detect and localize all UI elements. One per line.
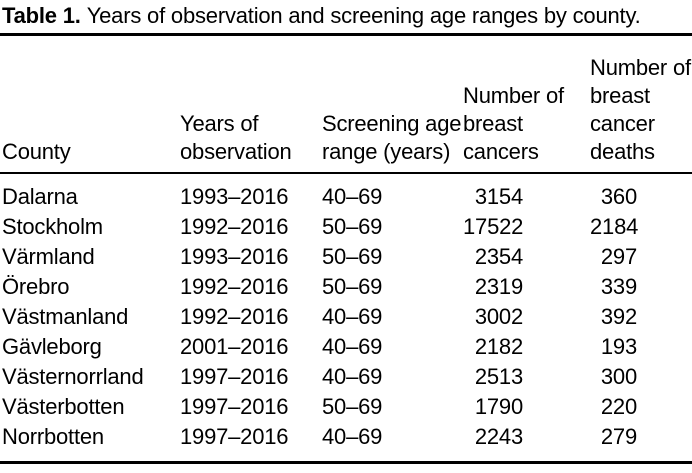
cell-county: Västerbotten (2, 394, 125, 419)
cell-deaths: 360 (600, 184, 637, 209)
table-row: Örebro 1992–2016 50–69 2319 339 (0, 272, 692, 302)
cell-cancers: 2243 (474, 424, 523, 449)
table-row: Västmanland 1992–2016 40–69 3002 392 (0, 302, 692, 332)
cell-cancers: 2319 (474, 274, 523, 299)
cell-county: Stockholm (2, 214, 103, 239)
cell-years: 1992–2016 (180, 214, 289, 239)
cell-years: 1997–2016 (180, 364, 289, 389)
cell-cancers: 17522 (463, 214, 524, 239)
column-header-county: County (0, 34, 178, 174)
table-row: Norrbotten 1997–2016 40–69 2243 279 (0, 422, 692, 463)
cell-years: 1997–2016 (180, 424, 289, 449)
table-row: Dalarna 1993–2016 40–69 3154 360 (0, 173, 692, 212)
cell-county: Värmland (2, 244, 95, 269)
data-table: County Years of observation Screening ag… (0, 33, 692, 464)
cell-deaths: 300 (600, 364, 637, 389)
cell-age-range: 40–69 (322, 424, 383, 449)
cell-cancers: 2354 (474, 244, 523, 269)
header-row: County Years of observation Screening ag… (0, 34, 692, 174)
column-header-years: Years of observation (178, 34, 322, 174)
cell-age-range: 40–69 (322, 184, 383, 209)
table-caption-text: Years of observation and screening age r… (86, 3, 641, 28)
cell-age-range: 50–69 (322, 214, 383, 239)
table-caption-label: Table 1. (2, 3, 81, 28)
table-row: Gävleborg 2001–2016 40–69 2182 193 (0, 332, 692, 362)
column-header-age-range: Screening age range (years) (322, 34, 463, 174)
cell-deaths: 220 (600, 394, 637, 419)
column-header-deaths: Number of breast cancer deaths (590, 34, 692, 174)
cell-deaths: 297 (600, 244, 637, 269)
cell-county: Dalarna (2, 184, 78, 209)
column-header-cancers: Number of breast cancers (463, 34, 590, 174)
cell-years: 1997–2016 (180, 394, 289, 419)
cell-county: Norrbotten (2, 424, 104, 449)
cell-deaths: 2184 (590, 214, 639, 239)
cell-years: 2001–2016 (180, 334, 289, 359)
cell-age-range: 40–69 (322, 304, 383, 329)
table-row: Västernorrland 1997–2016 40–69 2513 300 (0, 362, 692, 392)
cell-age-range: 50–69 (322, 394, 383, 419)
cell-county: Örebro (2, 274, 70, 299)
cell-cancers: 3002 (474, 304, 523, 329)
cell-cancers: 1790 (474, 394, 523, 419)
cell-years: 1992–2016 (180, 304, 289, 329)
cell-age-range: 40–69 (322, 364, 383, 389)
table-row: Västerbotten 1997–2016 50–69 1790 220 (0, 392, 692, 422)
cell-age-range: 50–69 (322, 274, 383, 299)
table-header: County Years of observation Screening ag… (0, 34, 692, 174)
cell-county: Gävleborg (2, 334, 102, 359)
cell-cancers: 2182 (474, 334, 523, 359)
cell-county: Västmanland (2, 304, 129, 329)
cell-years: 1993–2016 (180, 244, 289, 269)
table-body: Dalarna 1993–2016 40–69 3154 360 Stockho… (0, 173, 692, 463)
cell-deaths: 279 (600, 424, 637, 449)
cell-deaths: 339 (600, 274, 637, 299)
cell-county: Västernorrland (2, 364, 144, 389)
cell-cancers: 2513 (474, 364, 523, 389)
cell-years: 1993–2016 (180, 184, 289, 209)
table-row: Stockholm 1992–2016 50–69 17522 2184 (0, 212, 692, 242)
table-row: Värmland 1993–2016 50–69 2354 297 (0, 242, 692, 272)
cell-deaths: 392 (600, 304, 637, 329)
cell-age-range: 40–69 (322, 334, 383, 359)
cell-deaths: 193 (600, 334, 637, 359)
table-caption: Table 1. Years of observation and screeni… (0, 0, 692, 33)
cell-years: 1992–2016 (180, 274, 289, 299)
cell-age-range: 50–69 (322, 244, 383, 269)
cell-cancers: 3154 (474, 184, 523, 209)
